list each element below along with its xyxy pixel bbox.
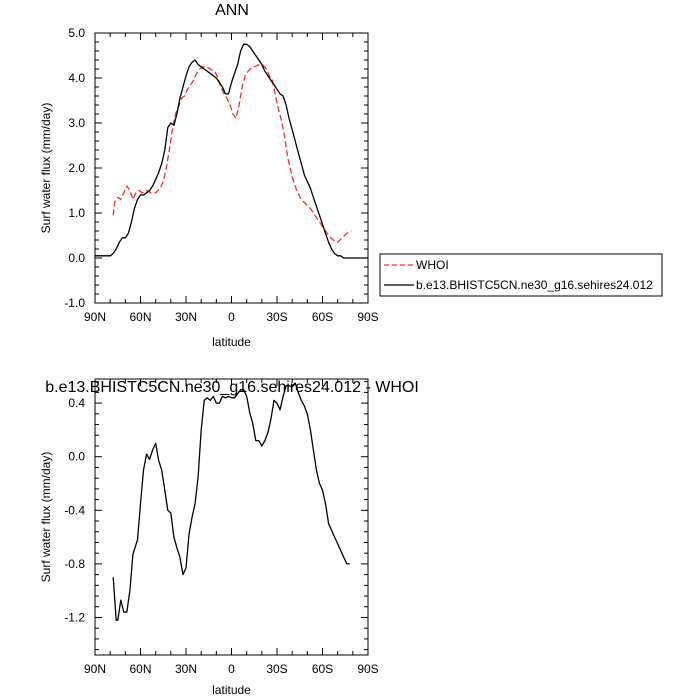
y-tick-label: -0.8 (64, 557, 85, 571)
chart-title: b.e13.BHISTC5CN.ne30_g16.sehires24.012 -… (45, 379, 419, 396)
series-line-difference (112, 382, 350, 621)
x-tick-label: 30S (266, 662, 287, 676)
series-line-whoi (112, 63, 352, 243)
y-tick-label: 5.0 (68, 26, 85, 40)
x-tick-label: 60S (312, 662, 333, 676)
legend-box (379, 253, 663, 297)
axes: 90N 60N 30N 0 30S 60S 90S -1.0 0.0 1.0 2.0 3.0 4.0 5.… (64, 26, 378, 324)
y-tick-label: 4.0 (68, 71, 85, 85)
x-axis-label: latitude (212, 683, 251, 697)
y-tick-label: -0.4 (64, 503, 85, 517)
series-lines (95, 43, 368, 259)
x-tick-label: 90S (357, 662, 378, 676)
series-lines (112, 382, 350, 621)
plot-frame (94, 32, 369, 304)
legend-label-model: b.e13.BHISTC5CN.ne30_g16.sehires24.012 (416, 278, 653, 292)
legend: WHOI b.e13.BHISTC5CN.ne30_g16.sehires24.… (379, 253, 663, 297)
y-tick-label: 3.0 (68, 116, 85, 130)
x-axis-label: latitude (212, 335, 251, 349)
y-axis-label: Surf water flux (mm/day) (39, 103, 53, 234)
x-tick-label: 30N (175, 310, 197, 324)
y-tick-label: 0.4 (68, 396, 85, 410)
x-tick-label: 0 (228, 310, 235, 324)
x-tick-label: 60N (129, 662, 151, 676)
y-axis-label: Surf water flux (mm/day) (39, 452, 53, 583)
series-line-b-e13-bhistc5cn-ne30-g16-sehires24-012 (95, 43, 368, 259)
x-tick-label: 30S (266, 310, 287, 324)
x-tick-label: 60N (129, 310, 151, 324)
y-tick-label: -1.0 (64, 296, 85, 310)
panel-difference: b.e13.BHISTC5CN.ne30_g16.sehires24.012 -… (39, 378, 419, 697)
y-tick-label: -1.2 (64, 610, 85, 624)
x-tick-label: 60S (312, 310, 333, 324)
x-tick-label: 90N (84, 662, 106, 676)
panel-annual-mean: ANN 90N 60N 30N 0 30S 60S 90S -1.0 0.0 1.0 2.0 3.0 4… (39, 2, 379, 349)
y-tick-label: 2.0 (68, 161, 85, 175)
axes: 90N 60N 30N 0 30S 60S 90S -1.2 -0.8 -0.4 0.0 0.4 (64, 379, 379, 676)
y-tick-label: 0.0 (68, 251, 85, 265)
legend-label-whoi: WHOI (416, 258, 449, 272)
x-tick-label: 30N (175, 662, 197, 676)
chart-title: ANN (215, 2, 249, 19)
x-tick-label: 90S (357, 310, 378, 324)
y-tick-label: 0.0 (68, 450, 85, 464)
x-tick-label: 90N (84, 310, 106, 324)
y-tick-label: 1.0 (68, 206, 85, 220)
x-tick-label: 0 (228, 662, 235, 676)
